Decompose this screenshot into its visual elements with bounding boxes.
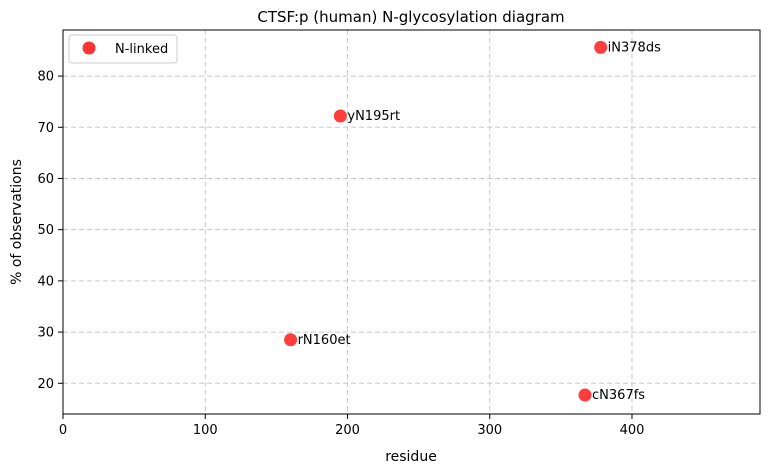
x-tick-label: 200: [335, 423, 360, 438]
grid-lines: [62, 30, 760, 414]
y-axis-label: % of observations: [9, 159, 25, 285]
legend-box: [68, 34, 178, 64]
x-tick-label: 100: [193, 423, 218, 438]
chart-title: CTSF:p (human) N-glycosylation diagram: [257, 8, 564, 26]
y-axis-ticks: 20 30 40 50 60 70 80: [37, 70, 63, 392]
data-point: [284, 333, 298, 347]
data-point-label: rN160et: [298, 333, 351, 348]
data-point-label: iN378ds: [608, 40, 661, 55]
plot-frame: [62, 29, 761, 415]
legend-marker: [82, 41, 96, 55]
x-axis-ticks: 0 100 200 300 400: [59, 414, 645, 438]
x-axis-label: residue: [385, 449, 437, 465]
y-tick-label: 20: [37, 377, 54, 392]
data-point: [578, 388, 592, 402]
legend: N-linked: [68, 34, 178, 64]
y-tick-label: 60: [37, 172, 54, 187]
y-tick-label: 40: [37, 274, 54, 289]
y-tick-label: 50: [37, 223, 54, 238]
x-tick-label: 400: [620, 423, 645, 438]
x-tick-label: 0: [59, 423, 67, 438]
data-point: [594, 40, 608, 54]
y-tick-label: 80: [37, 70, 54, 85]
x-tick-label: 300: [477, 423, 502, 438]
y-tick-label: 30: [37, 326, 54, 341]
data-point-label: yN195rt: [347, 109, 400, 124]
data-point-label: cN367fs: [592, 388, 645, 403]
legend-label: N-linked: [115, 42, 168, 57]
data-points: rN160et yN195rt cN367fs iN378ds: [284, 40, 661, 403]
data-point: [333, 109, 347, 123]
y-tick-label: 70: [37, 121, 54, 136]
